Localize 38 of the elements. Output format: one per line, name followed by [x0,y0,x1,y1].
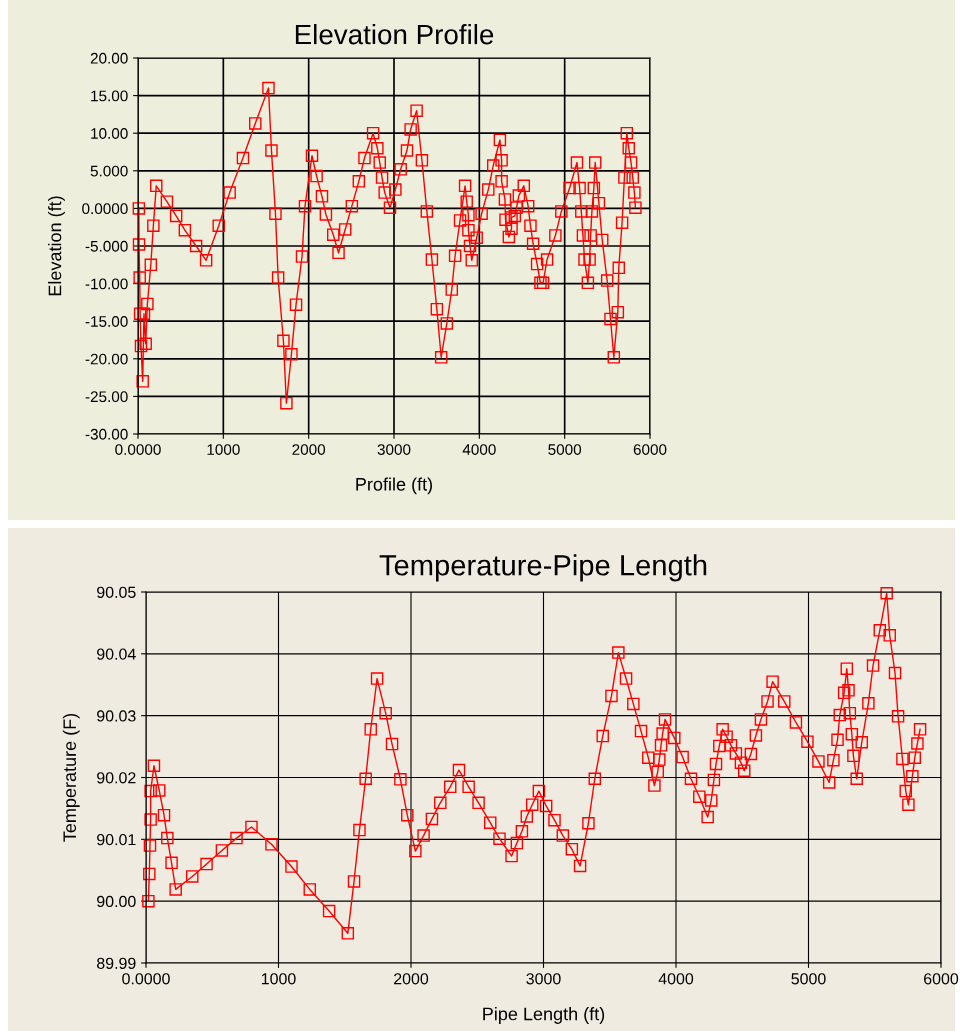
y-tick-label: 90.03 [97,710,136,722]
x-tick-label: 4000 [462,444,496,455]
x-tick-label: 2000 [292,444,326,455]
x-tick-label: 6000 [924,973,959,985]
x-tick-label: 3000 [377,444,411,455]
y-tick-label: 5.000 [90,165,128,177]
y-tick-label: 20.00 [90,52,128,64]
y-tick-label: 15.00 [91,90,128,102]
y-tick-label: 10.00 [91,128,128,139]
x-tick-label: 0.0000 [115,444,161,455]
x-tick-label: 0.0000 [122,973,170,985]
x-axis-title: Pipe Length (ft) [483,1007,605,1024]
y-tick-label: 90.01 [97,833,136,846]
y-tick-label: -25.00 [85,391,128,403]
y-tick-label: 90.04 [97,648,136,660]
y-tick-label: 90.05 [97,586,136,598]
y-tick-label: -5.000 [85,240,128,252]
x-tick-label: 1000 [207,444,240,455]
chart-title: Temperature-Pipe Length [379,554,707,582]
y-tick-label: 89.99 [97,957,136,969]
y-tick-label: 90.02 [97,772,136,784]
x-tick-label: 5000 [791,973,826,985]
x-tick-label: 6000 [633,444,667,455]
y-tick-label: 90.00 [97,895,136,908]
x-tick-label: 5000 [548,444,582,455]
y-axis-title: Temperature (F) [62,713,80,842]
x-tick-label: 4000 [658,973,694,985]
y-tick-label: 0.0000 [82,203,128,215]
x-tick-label: 3000 [526,973,561,985]
x-tick-label: 2000 [394,973,429,985]
chart-title: Elevation Profile [295,23,494,45]
x-axis-title: Profile (ft) [356,477,433,495]
y-tick-label: -30.00 [85,428,128,440]
y-tick-label: -20.00 [85,353,128,365]
y-tick-label: -10.00 [85,278,128,290]
y-tick-label: -15.00 [85,316,128,327]
x-tick-label: 1000 [261,973,296,985]
y-axis-title: Elevation (ft) [48,196,65,296]
